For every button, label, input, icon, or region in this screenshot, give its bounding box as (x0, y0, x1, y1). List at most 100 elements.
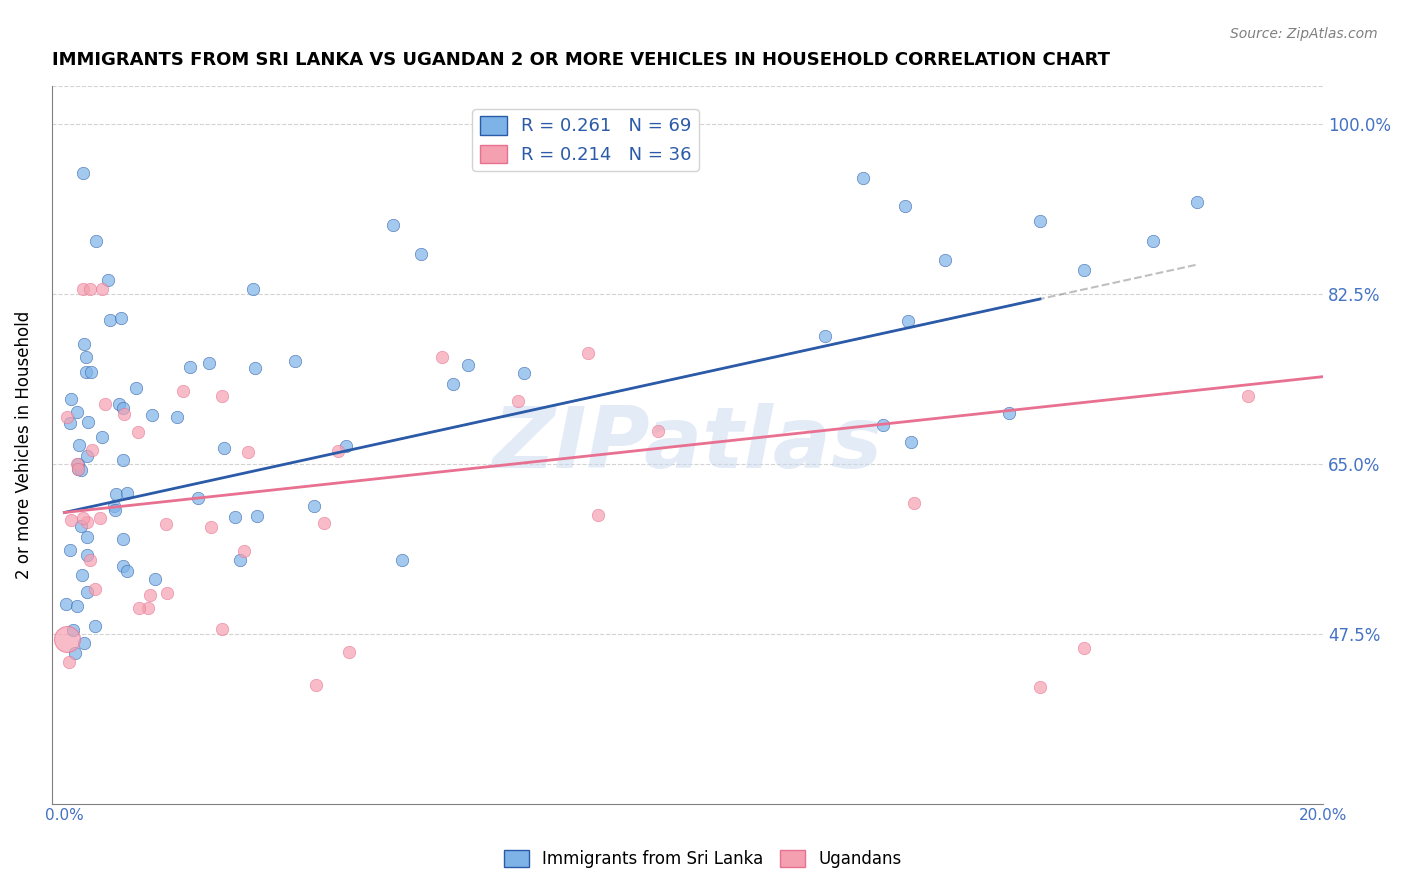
Point (894, 199, 917, 213)
Point (111, 558, 134, 573)
Point (66, 461, 89, 475)
Y-axis label: 2 or more Vehicles in Household: 2 or more Vehicles in Household (15, 310, 32, 579)
Point (104, 502, 127, 516)
Point (179, 359, 201, 374)
Point (242, 282, 264, 296)
Point (84, 582, 107, 596)
Point (60, 392, 83, 406)
Point (156, 585, 179, 599)
Point (391, 553, 413, 567)
Point (105, 486, 128, 500)
Point (586, 508, 609, 522)
Point (1029, 680, 1052, 694)
Point (335, 439, 357, 453)
Point (66, 599, 89, 613)
Point (211, 622, 233, 636)
Point (75, 365, 97, 379)
Point (112, 407, 135, 421)
Point (143, 572, 166, 586)
Point (98, 312, 121, 326)
Point (513, 367, 536, 381)
Point (1073, 641, 1095, 656)
Point (80, 442, 103, 457)
Point (62, 623, 84, 637)
Point (187, 491, 209, 505)
Point (90, 430, 112, 444)
Point (1142, 234, 1164, 248)
Point (897, 314, 920, 328)
Point (63, 646, 86, 660)
Point (59, 416, 82, 430)
Point (141, 409, 163, 423)
Point (117, 565, 139, 579)
Point (441, 376, 464, 391)
Point (337, 644, 360, 658)
Point (155, 517, 177, 532)
Legend: R = 0.261   N = 69, R = 0.214   N = 36: R = 0.261 N = 69, R = 0.214 N = 36 (472, 109, 699, 171)
Text: IMMIGRANTS FROM SRI LANKA VS UGANDAN 2 OR MORE VEHICLES IN HOUSEHOLD CORRELATION: IMMIGRANTS FROM SRI LANKA VS UGANDAN 2 O… (52, 51, 1109, 69)
Point (66, 405, 89, 419)
Point (997, 406, 1019, 420)
Point (111, 453, 134, 467)
Point (70, 463, 93, 477)
Point (506, 393, 529, 408)
Point (70, 519, 93, 533)
Point (56, 410, 79, 425)
Point (1236, 389, 1258, 403)
Point (112, 401, 135, 416)
Point (243, 361, 266, 376)
Point (852, 171, 875, 186)
Point (97, 272, 120, 286)
Point (70, 568, 93, 582)
Point (312, 516, 335, 531)
Point (66, 457, 89, 471)
Point (457, 358, 479, 372)
Point (1029, 214, 1052, 228)
Point (326, 443, 349, 458)
Point (76, 585, 98, 599)
Point (103, 499, 125, 513)
Point (1073, 263, 1095, 277)
Point (127, 425, 149, 439)
Point (903, 496, 925, 510)
Point (872, 417, 894, 432)
Point (56, 632, 79, 646)
Point (72, 636, 94, 650)
Point (233, 544, 256, 558)
Point (128, 600, 150, 615)
Point (79, 552, 101, 566)
Point (172, 384, 194, 398)
Point (138, 588, 160, 602)
Point (59, 513, 82, 527)
Point (67, 462, 90, 476)
Point (124, 380, 146, 394)
Point (80, 365, 103, 379)
Point (59, 542, 82, 557)
Point (72, 510, 94, 524)
Point (229, 553, 252, 567)
Point (73, 336, 96, 351)
Point (212, 442, 235, 456)
Point (76, 516, 98, 530)
Point (115, 486, 138, 500)
Point (814, 329, 837, 343)
Point (900, 434, 922, 449)
Point (284, 353, 307, 368)
Point (76, 530, 98, 544)
Point (76, 449, 98, 463)
Point (110, 311, 132, 326)
Point (84, 618, 107, 632)
Point (197, 356, 219, 370)
Legend: Immigrants from Sri Lanka, Ugandans: Immigrants from Sri Lanka, Ugandans (498, 843, 908, 875)
Point (75, 351, 97, 365)
Point (430, 350, 453, 364)
Point (381, 219, 404, 233)
Point (111, 533, 134, 547)
Point (224, 510, 246, 524)
Point (136, 601, 159, 615)
Point (55, 597, 77, 611)
Point (246, 508, 269, 523)
Point (647, 424, 669, 438)
Point (76, 415, 98, 429)
Point (576, 346, 599, 360)
